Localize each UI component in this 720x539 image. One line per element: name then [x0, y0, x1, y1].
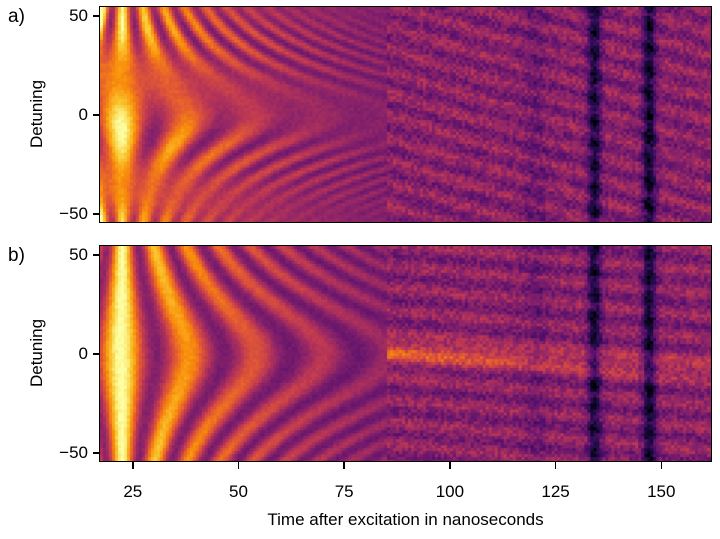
panel-a-ytick-label-50: 50 — [69, 6, 88, 25]
panel-a-ytick-50 — [93, 15, 99, 17]
heatmap-panel-a — [99, 6, 712, 223]
panel-a-ytick-0 — [93, 114, 99, 116]
heatmap-canvas-a — [100, 7, 711, 222]
xtick-25 — [132, 462, 134, 469]
xtick-75 — [343, 462, 345, 469]
panel-a-ytick-neg50 — [93, 213, 99, 215]
xtick-label-100: 100 — [435, 482, 465, 501]
xtick-label-75: 75 — [334, 482, 354, 501]
xtick-150 — [660, 462, 663, 469]
xtick-label-50: 50 — [229, 482, 248, 501]
panel-b-label: b) — [8, 245, 25, 266]
xtick-label-25: 25 — [123, 482, 143, 501]
xtick-label-150: 150 — [647, 482, 676, 501]
panel-b-ytick-label-50: 50 — [69, 245, 88, 264]
panel-b-ytick-neg50 — [93, 452, 99, 454]
panel-b-ytick-label-0: 0 — [78, 344, 88, 363]
panel-a-ytick-label-0: 0 — [78, 105, 88, 124]
xtick-label-125: 125 — [541, 482, 570, 501]
panel-a-ytick-label-neg50: −50 — [59, 204, 88, 223]
panel-a-label: a) — [8, 6, 25, 27]
panel-b-ytick-50 — [93, 254, 99, 256]
panel-b-ytick-label-neg50: −50 — [59, 443, 88, 462]
heatmap-panel-b — [99, 245, 712, 462]
xtick-100 — [449, 462, 451, 469]
heatmap-canvas-b — [100, 246, 711, 461]
xtick-50 — [237, 462, 240, 469]
xtick-125 — [554, 462, 557, 469]
x-axis-label: Time after excitation in nanoseconds — [267, 510, 544, 529]
panel-b-ytick-0 — [93, 353, 99, 355]
